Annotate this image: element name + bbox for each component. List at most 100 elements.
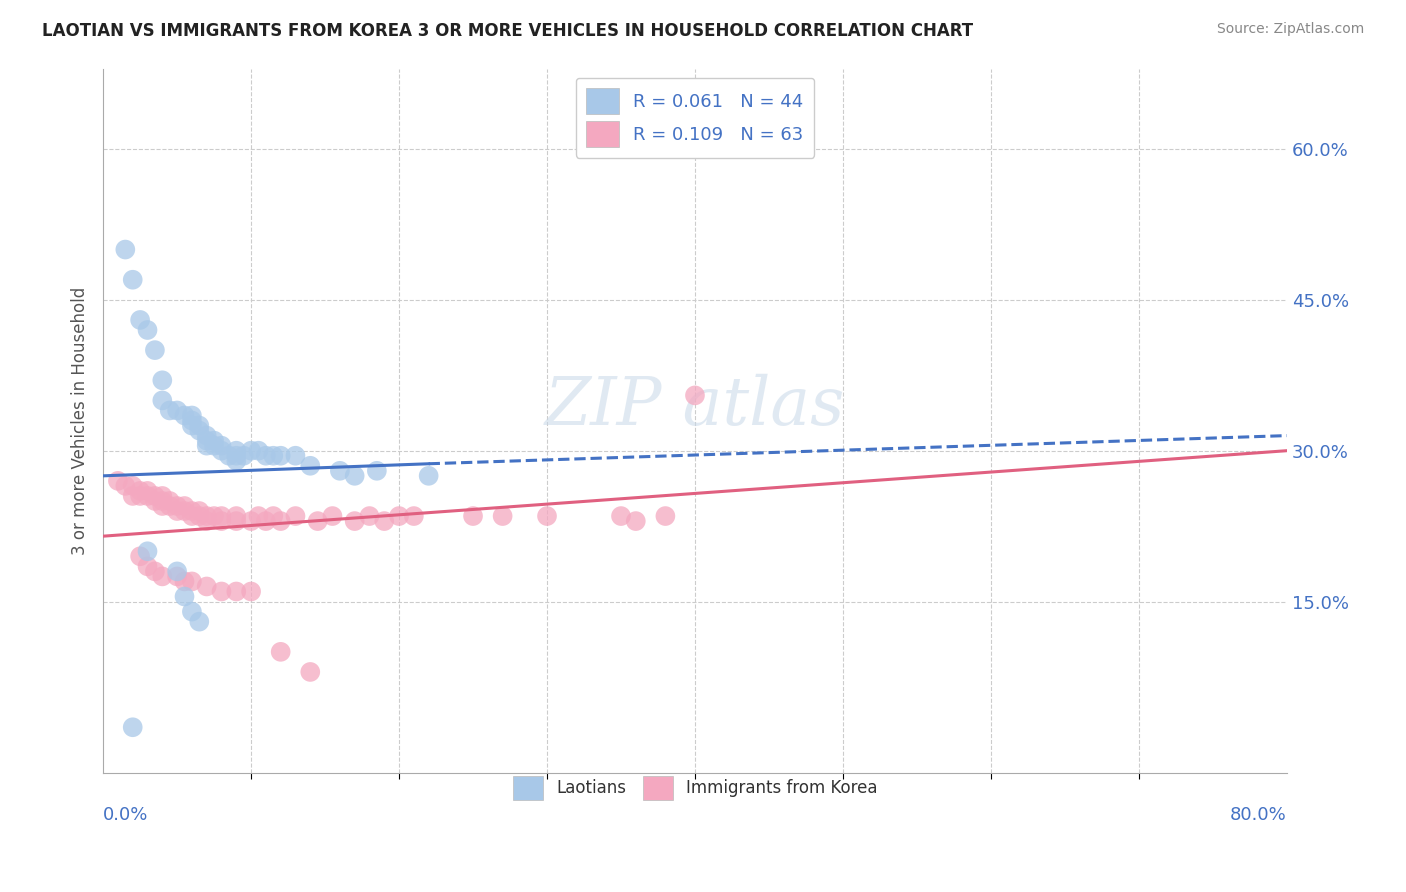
- Point: [536, 509, 558, 524]
- Point: [188, 615, 211, 629]
- Point: [232, 449, 254, 463]
- Point: [180, 418, 202, 433]
- Point: [247, 443, 270, 458]
- Point: [195, 428, 218, 442]
- Point: [180, 409, 202, 423]
- Point: [491, 509, 513, 524]
- Point: [114, 479, 136, 493]
- Point: [180, 504, 202, 518]
- Text: 80.0%: 80.0%: [1230, 806, 1286, 824]
- Text: ZIP atlas: ZIP atlas: [544, 374, 845, 439]
- Point: [188, 509, 211, 524]
- Point: [254, 514, 277, 528]
- Point: [343, 468, 366, 483]
- Point: [166, 504, 188, 518]
- Text: 0.0%: 0.0%: [103, 806, 149, 824]
- Point: [159, 494, 181, 508]
- Point: [225, 584, 247, 599]
- Point: [159, 403, 181, 417]
- Text: LAOTIAN VS IMMIGRANTS FROM KOREA 3 OR MORE VEHICLES IN HOUSEHOLD CORRELATION CHA: LAOTIAN VS IMMIGRANTS FROM KOREA 3 OR MO…: [42, 22, 973, 40]
- Point: [136, 323, 159, 337]
- Point: [225, 514, 247, 528]
- Point: [143, 343, 166, 358]
- Point: [188, 418, 211, 433]
- Point: [329, 464, 352, 478]
- Point: [211, 514, 233, 528]
- Point: [418, 468, 440, 483]
- Point: [402, 509, 425, 524]
- Point: [461, 509, 484, 524]
- Point: [299, 665, 322, 679]
- Point: [373, 514, 395, 528]
- Point: [136, 489, 159, 503]
- Point: [211, 584, 233, 599]
- Point: [188, 424, 211, 438]
- Point: [284, 449, 307, 463]
- Point: [307, 514, 329, 528]
- Point: [610, 509, 633, 524]
- Point: [143, 489, 166, 503]
- Point: [150, 569, 173, 583]
- Point: [225, 509, 247, 524]
- Point: [143, 565, 166, 579]
- Point: [173, 409, 195, 423]
- Point: [195, 509, 218, 524]
- Point: [240, 584, 263, 599]
- Point: [225, 443, 247, 458]
- Point: [254, 449, 277, 463]
- Point: [202, 439, 225, 453]
- Point: [284, 509, 307, 524]
- Point: [218, 449, 240, 463]
- Point: [240, 443, 263, 458]
- Point: [188, 504, 211, 518]
- Point: [166, 569, 188, 583]
- Point: [166, 403, 188, 417]
- Point: [195, 579, 218, 593]
- Point: [114, 243, 136, 257]
- Point: [202, 509, 225, 524]
- Point: [121, 273, 143, 287]
- Point: [180, 574, 202, 589]
- Point: [150, 373, 173, 387]
- Point: [225, 449, 247, 463]
- Point: [270, 514, 292, 528]
- Point: [173, 504, 195, 518]
- Point: [166, 499, 188, 513]
- Point: [270, 645, 292, 659]
- Point: [240, 514, 263, 528]
- Point: [388, 509, 411, 524]
- Text: Source: ZipAtlas.com: Source: ZipAtlas.com: [1216, 22, 1364, 37]
- Point: [180, 509, 202, 524]
- Point: [159, 499, 181, 513]
- Point: [150, 489, 173, 503]
- Point: [211, 443, 233, 458]
- Point: [107, 474, 129, 488]
- Point: [136, 559, 159, 574]
- Point: [143, 494, 166, 508]
- Point: [136, 483, 159, 498]
- Point: [129, 313, 152, 327]
- Point: [262, 449, 284, 463]
- Point: [129, 489, 152, 503]
- Point: [129, 483, 152, 498]
- Point: [180, 413, 202, 427]
- Point: [150, 499, 173, 513]
- Point: [262, 509, 284, 524]
- Point: [166, 565, 188, 579]
- Point: [121, 489, 143, 503]
- Point: [247, 509, 270, 524]
- Point: [359, 509, 381, 524]
- Point: [136, 544, 159, 558]
- Point: [624, 514, 647, 528]
- Point: [121, 479, 143, 493]
- Point: [195, 514, 218, 528]
- Point: [270, 449, 292, 463]
- Point: [129, 549, 152, 564]
- Legend: Laotians, Immigrants from Korea: Laotians, Immigrants from Korea: [506, 770, 884, 806]
- Point: [150, 494, 173, 508]
- Point: [654, 509, 676, 524]
- Point: [683, 388, 706, 402]
- Point: [211, 439, 233, 453]
- Point: [225, 454, 247, 468]
- Point: [150, 393, 173, 408]
